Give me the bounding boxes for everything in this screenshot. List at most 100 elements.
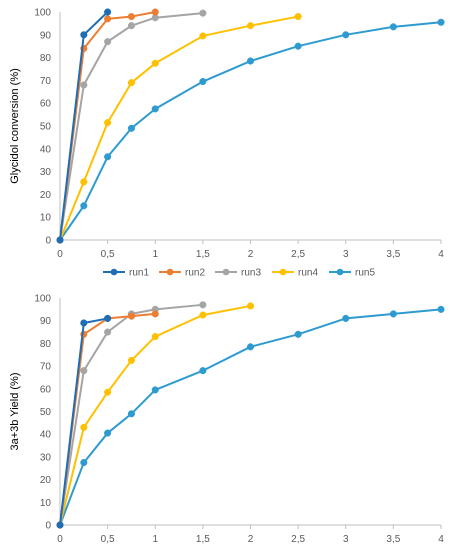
legend-marker-run4 — [279, 268, 287, 276]
x-tick-label: 2 — [248, 534, 254, 545]
data-point-run2 — [151, 8, 159, 16]
data-point-run3 — [127, 22, 135, 30]
legend-marker-run5 — [336, 268, 344, 276]
legend: run1 run2 run3 run4 run5 — [103, 268, 375, 279]
y-tick-label: 30 — [40, 167, 52, 178]
legend-item-run2: run2 — [159, 268, 205, 279]
data-point-run1 — [80, 31, 88, 39]
y-tick-label: 50 — [40, 407, 52, 418]
data-point-run1 — [56, 521, 64, 529]
data-point-run5 — [80, 202, 88, 210]
series-line-run5 — [59, 21, 442, 241]
legend-item-run4: run4 — [272, 268, 318, 279]
data-point-run4 — [246, 22, 255, 30]
data-point-run5 — [151, 386, 159, 394]
data-point-run3 — [199, 9, 207, 17]
x-tick-label: 0,5 — [101, 534, 115, 545]
legend-label-run3: run3 — [241, 268, 261, 279]
legend-label-run4: run4 — [298, 268, 318, 279]
x-tick-label: 1,5 — [196, 534, 210, 545]
data-point-run3 — [199, 301, 207, 309]
data-point-run5 — [199, 367, 207, 375]
x-tick-label: 0,5 — [101, 249, 115, 260]
data-point-run5 — [389, 310, 397, 318]
chart-3a3b-yield: 0 10 20 30 40 50 60 70 80 90 100 0 0,5 1 1,5 2 2,5 3 3,5 4 3… — [9, 294, 445, 545]
x-tick-label: 2,5 — [291, 534, 305, 545]
data-point-run3 — [80, 81, 88, 89]
x-tick-label: 4 — [438, 249, 444, 260]
x-tick-label: 2,5 — [291, 249, 305, 260]
data-point-run5 — [342, 31, 350, 39]
y-tick-label: 100 — [34, 294, 51, 305]
data-point-run2 — [127, 13, 135, 21]
y-tick-label: 90 — [40, 316, 52, 327]
data-point-run4 — [127, 79, 135, 87]
x-tick-label: 0 — [57, 534, 63, 545]
series-run4 — [56, 13, 302, 244]
data-point-run5 — [127, 410, 135, 418]
y-tick-label: 60 — [40, 99, 52, 110]
y-tick-label: 0 — [45, 521, 51, 532]
data-point-run4 — [127, 356, 135, 364]
data-point-run3 — [80, 367, 88, 375]
y-tick-label: 40 — [40, 430, 52, 441]
y-tick-label: 20 — [40, 190, 52, 201]
data-point-run5 — [294, 330, 302, 338]
legend-item-run3: run3 — [215, 268, 261, 279]
data-point-run4 — [151, 333, 159, 341]
y-tick-label: 70 — [40, 362, 52, 373]
data-point-run5 — [127, 124, 135, 132]
series-line-run3 — [59, 303, 203, 526]
legend-marker-run3 — [222, 268, 230, 276]
chart-glycidol-conversion: 0 10 20 30 40 50 60 70 80 90 100 0 0,5 1 1,5 2 2,5 3 3,5 4 G… — [9, 8, 445, 260]
x-tick-label: 4 — [438, 534, 444, 545]
x-tick-label: 2 — [248, 249, 254, 260]
x-tick-label: 0 — [57, 249, 63, 260]
legend-item-run1: run1 — [103, 268, 149, 279]
data-point-run5 — [246, 343, 255, 351]
data-point-run5 — [437, 18, 445, 26]
y-tick-label: 70 — [40, 76, 52, 87]
series-run3 — [56, 9, 207, 244]
y-tick-label: 20 — [40, 475, 52, 486]
x-tick-label: 1 — [152, 534, 158, 545]
x-tick-label: 3,5 — [386, 534, 400, 545]
data-point-run2 — [127, 312, 135, 320]
legend-marker-run2 — [166, 268, 174, 276]
data-point-run5 — [80, 459, 88, 467]
legend-marker-run1 — [110, 268, 118, 276]
data-point-run1 — [56, 236, 64, 244]
series-line-run5 — [59, 308, 442, 526]
y-tick-label: 10 — [40, 213, 52, 224]
series-line-run4 — [59, 15, 299, 241]
legend-label-run2: run2 — [185, 268, 205, 279]
data-point-run4 — [104, 119, 112, 127]
x-tick-label: 3,5 — [386, 249, 400, 260]
series-run1 — [56, 314, 112, 529]
y-tick-label: 60 — [40, 384, 52, 395]
y-tick-label: 100 — [34, 8, 51, 19]
x-tick-label: 3 — [343, 249, 349, 260]
legend-label-run5: run5 — [355, 268, 375, 279]
data-point-run4 — [246, 302, 255, 310]
data-point-run3 — [104, 38, 112, 46]
data-point-run2 — [104, 15, 112, 23]
y-axis-title: Glycidol conversion (%) — [9, 68, 21, 184]
legend-item-run5: run5 — [329, 268, 375, 279]
y-axis-title: 3a+3b Yield (%) — [9, 373, 21, 451]
data-point-run5 — [104, 153, 112, 161]
data-point-run1 — [80, 319, 88, 327]
data-point-run5 — [246, 57, 255, 65]
y-tick-label: 40 — [40, 144, 52, 155]
y-tick-label: 50 — [40, 122, 52, 133]
data-point-run5 — [151, 105, 159, 113]
data-point-run3 — [104, 328, 112, 336]
data-point-run5 — [437, 305, 445, 313]
data-point-run5 — [389, 23, 397, 31]
data-point-run4 — [199, 32, 207, 40]
data-point-run5 — [199, 77, 207, 86]
x-tick-label: 3 — [343, 534, 349, 545]
x-tick-label: 1,5 — [196, 249, 210, 260]
data-point-run4 — [80, 423, 88, 431]
